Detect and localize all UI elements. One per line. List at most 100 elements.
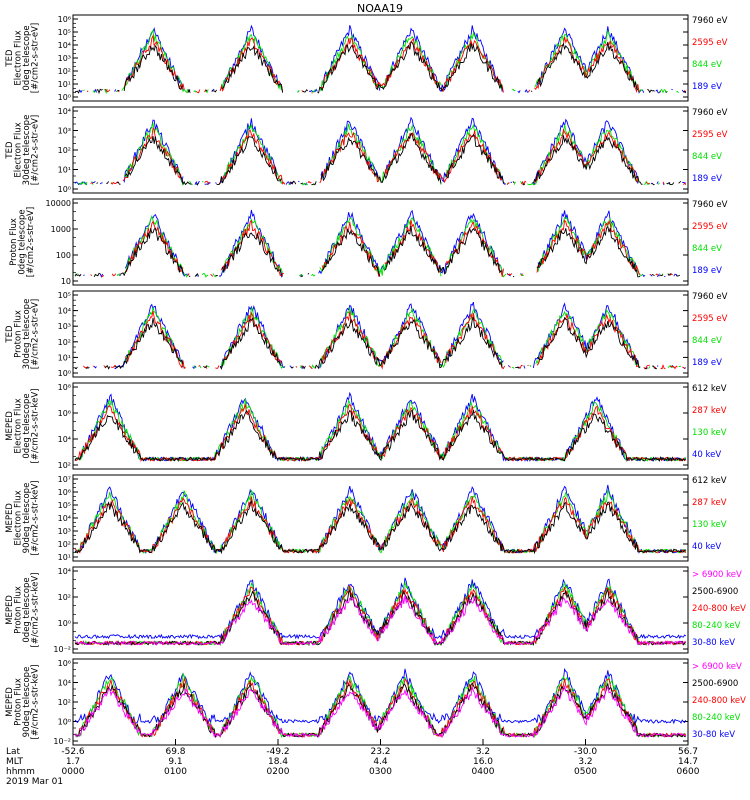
series-line xyxy=(74,225,681,278)
x-tick-label: 4.4 xyxy=(373,757,388,767)
y-tick-label: 10¹ xyxy=(58,353,71,362)
y-tick-label: 10¹ xyxy=(58,80,71,89)
y-tick-label: 10⁰ xyxy=(58,369,71,378)
y-tick-label: 10² xyxy=(58,540,71,549)
y-tick-label: 10¹ xyxy=(58,166,71,175)
y-axis-label: Proton Flux xyxy=(9,218,19,266)
series-line xyxy=(74,398,687,462)
panel-frame xyxy=(72,566,689,654)
y-axis-label: MEPED xyxy=(5,503,15,533)
y-tick-label: 10⁰ xyxy=(58,93,71,102)
series-line xyxy=(74,577,687,640)
y-tick-label: 10⁻² xyxy=(53,737,71,746)
x-tick-label: 0200 xyxy=(267,767,290,777)
y-axis-label: TED xyxy=(5,325,15,344)
y-axis-label: TED xyxy=(5,49,15,68)
legend-entry: 189 eV xyxy=(692,174,722,184)
y-axis-label: 0deg telescope xyxy=(18,209,28,274)
y-tick-label: 10¹ xyxy=(58,553,71,562)
y-axis-label: 90deg telescope xyxy=(22,667,32,738)
series-line xyxy=(93,301,687,370)
y-tick-label: 10³ xyxy=(58,54,71,63)
x-tick-label: 3.2 xyxy=(476,747,490,757)
y-tick-label: 10⁰ xyxy=(58,185,71,194)
series-line xyxy=(74,499,686,555)
legend-entry: 40 keV xyxy=(692,450,721,460)
legend-entry: 130 keV xyxy=(692,428,727,438)
x-tick-label: 0500 xyxy=(574,767,597,777)
legend-entry: 30-80 keV xyxy=(692,638,735,648)
y-tick-label: 10² xyxy=(58,67,71,76)
y-axis-label: MEPED xyxy=(5,411,15,441)
x-tick-label: 69.8 xyxy=(165,747,185,757)
series-line xyxy=(74,684,686,739)
legend-entry: 189 eV xyxy=(692,82,722,92)
x-tick-label: -49.2 xyxy=(266,747,289,757)
legend-entry: 189 eV xyxy=(692,358,722,368)
y-axis-label: [#/cm2-s-str-eV] xyxy=(31,299,41,369)
x-row-label: Lat xyxy=(6,747,21,757)
y-axis-label: 0deg telescope xyxy=(22,25,32,90)
series-line xyxy=(74,41,687,95)
y-axis-label: 30deg telescope xyxy=(22,115,32,186)
legend-entry: 287 keV xyxy=(692,498,727,508)
legend-entry: 2500-6900 xyxy=(692,587,738,597)
y-tick-label: 10³ xyxy=(58,527,71,536)
y-tick-label: 10⁰ xyxy=(58,619,71,628)
series-line xyxy=(105,307,686,368)
x-tick-label: -52.6 xyxy=(61,747,85,757)
x-tick-label: 18.4 xyxy=(268,757,288,767)
series-line xyxy=(75,216,682,276)
legend-entry: 240-800 keV xyxy=(692,604,746,614)
legend-entry: 2595 eV xyxy=(692,38,728,48)
y-axis-label: [#/cm2-s-str-eV] xyxy=(26,207,36,277)
x-tick-label: 3.2 xyxy=(578,757,592,767)
series-line xyxy=(74,496,687,554)
y-tick-label: 10⁴ xyxy=(58,107,71,116)
x-tick-label: 0600 xyxy=(677,767,700,777)
series-line xyxy=(74,409,687,462)
legend-entry: 2595 eV xyxy=(692,130,728,140)
series-line xyxy=(75,318,685,369)
y-tick-label: 10⁴ xyxy=(58,514,71,523)
y-axis-label: TED xyxy=(5,141,15,160)
legend-entry: 844 eV xyxy=(692,244,722,254)
y-tick-label: 10³ xyxy=(58,127,71,136)
y-axis-label: [#/cm2-s-str-keV] xyxy=(31,573,41,648)
y-tick-label: 10⁴ xyxy=(58,679,71,688)
y-axis-label: 30deg telescope xyxy=(22,299,32,370)
y-tick-label: 1000 xyxy=(51,225,71,234)
y-axis-label: 90deg telescope xyxy=(22,483,32,554)
legend-entry: 7960 eV xyxy=(692,292,728,302)
y-tick-label: 10⁻² xyxy=(53,645,71,654)
x-tick-label: 9.1 xyxy=(168,757,182,767)
y-tick-label: 10⁶ xyxy=(58,659,71,668)
series-line xyxy=(74,667,687,725)
y-axis-label: Proton Flux xyxy=(14,678,24,726)
y-tick-label: 10⁸ xyxy=(58,383,71,392)
series-line xyxy=(90,127,687,186)
x-tick-label: -30.0 xyxy=(574,747,598,757)
y-tick-label: 10⁴ xyxy=(58,435,71,444)
legend-entry: 40 keV xyxy=(692,542,721,552)
y-tick-label: 10⁶ xyxy=(58,488,71,497)
y-axis-label: [#/cm2-s-str-eV] xyxy=(31,115,41,185)
y-axis-label: 0deg telescope xyxy=(22,393,32,458)
legend-entry: 80-240 keV xyxy=(692,713,741,723)
y-axis-label: [#/cm2-s-str-keV] xyxy=(31,481,41,556)
panel-frame xyxy=(72,198,689,286)
y-axis-label: [#/cm2-s-str-keV] xyxy=(31,665,41,740)
date-label: 2019 Mar 01 xyxy=(6,777,63,787)
y-tick-label: 10⁴ xyxy=(58,307,71,316)
y-tick-label: 10⁷ xyxy=(58,475,71,484)
legend-entry: 2595 eV xyxy=(692,314,728,324)
series-line xyxy=(74,594,686,646)
legend-entry: > 6900 keV xyxy=(692,662,742,672)
y-tick-label: 10⁴ xyxy=(58,567,71,576)
